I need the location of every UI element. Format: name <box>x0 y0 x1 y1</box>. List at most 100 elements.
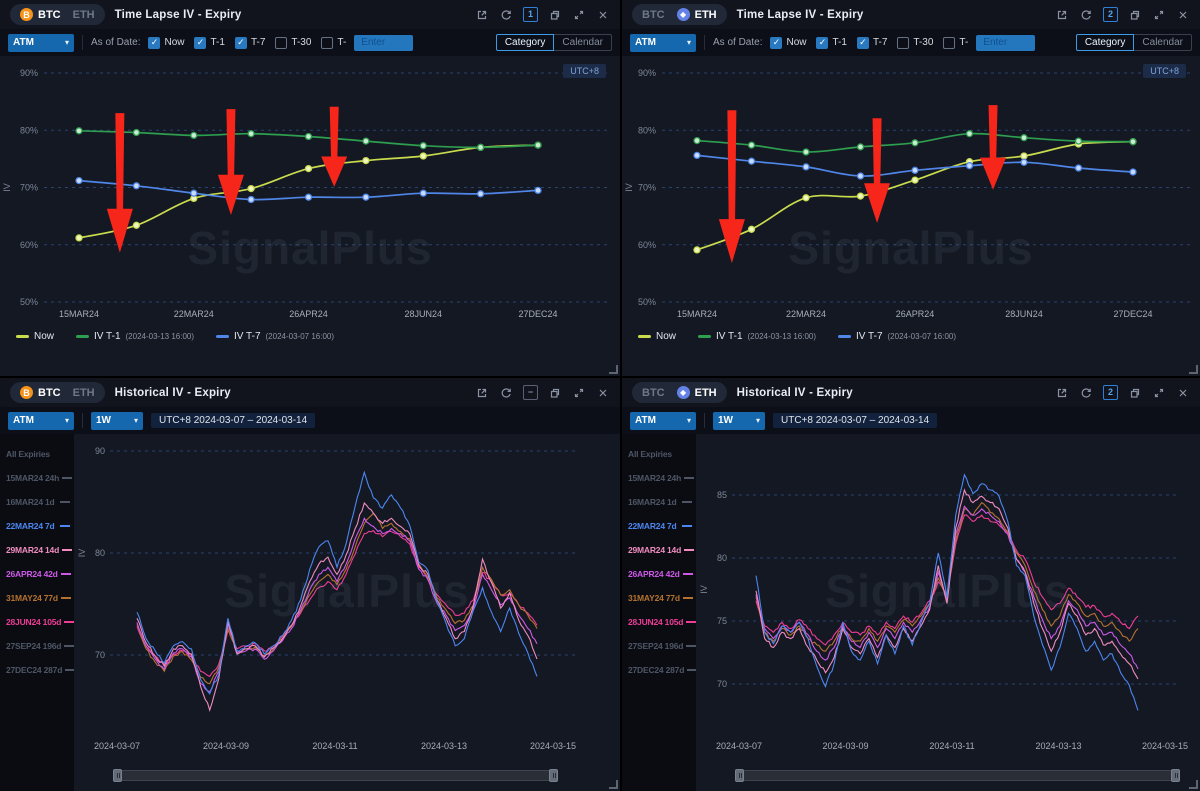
period-dropdown[interactable]: 1W ▾ <box>713 411 765 430</box>
legend-item[interactable]: IV T-1 (2024-03-13 16:00) <box>76 331 194 342</box>
strike-dropdown[interactable]: ATM ▾ <box>630 33 696 52</box>
slider-handle-right[interactable] <box>549 769 558 782</box>
historical-chart-svg[interactable]: 90 80 70 2024-03-07 2024-03-09 2024-03-11 2024… <box>74 434 620 764</box>
ungroup-icon[interactable]: − <box>523 385 538 400</box>
close-icon[interactable] <box>1176 386 1190 400</box>
coin-tab-eth[interactable]: ◆ ETH <box>676 8 717 21</box>
custom-tenor-input[interactable]: Enter <box>354 34 414 51</box>
slider-handle-left[interactable] <box>735 769 744 782</box>
date-range: UTC+8 2024-03-07 – 2024-03-14 <box>151 413 316 428</box>
expiry-item[interactable]: 15MAR24 24h <box>0 466 74 490</box>
coin-tab-btc[interactable]: BTC <box>642 9 665 21</box>
strike-dropdown[interactable]: ATM ▾ <box>8 33 74 52</box>
expand-icon[interactable] <box>1152 386 1166 400</box>
time-range-slider[interactable] <box>113 769 558 782</box>
period-dropdown[interactable]: 1W ▾ <box>91 411 143 430</box>
refresh-icon[interactable] <box>499 8 513 22</box>
asof-checkbox-t-1[interactable]: ✓ T-1 <box>816 36 847 49</box>
custom-tenor-input[interactable]: Enter <box>976 34 1036 51</box>
legend-item[interactable]: IV T-7 (2024-03-07 16:00) <box>216 331 334 342</box>
coin-tab-eth[interactable]: ETH <box>73 387 95 399</box>
asof-checkbox-t-30[interactable]: T-30 <box>275 36 311 49</box>
window-count-badge[interactable]: 2 <box>1103 7 1118 22</box>
expiry-item[interactable]: 31MAY24 77d <box>0 586 74 610</box>
coin-toggle[interactable]: B BTC ETH <box>10 382 105 403</box>
expiry-item[interactable]: 27SEP24 196d <box>622 634 697 658</box>
external-link-icon[interactable] <box>1055 386 1069 400</box>
external-link-icon[interactable] <box>1055 8 1069 22</box>
legend-item[interactable]: IV T-7 (2024-03-07 16:00) <box>838 331 956 342</box>
resize-handle[interactable] <box>1189 365 1198 374</box>
duplicate-icon[interactable] <box>1128 386 1142 400</box>
coin-toggle[interactable]: B BTC ETH <box>10 4 105 25</box>
expand-icon[interactable] <box>1152 8 1166 22</box>
refresh-icon[interactable] <box>1079 8 1093 22</box>
legend-item[interactable]: Now <box>638 331 676 342</box>
coin-tab-btc[interactable]: B BTC <box>20 8 61 21</box>
slider-handle-right[interactable] <box>1171 769 1180 782</box>
legend-item[interactable]: Now <box>16 331 54 342</box>
external-link-icon[interactable] <box>475 8 489 22</box>
expiry-item[interactable]: 27DEC24 287d <box>622 658 698 682</box>
slider-handle-left[interactable] <box>113 769 122 782</box>
asof-checkbox-now[interactable]: ✓ Now <box>148 36 184 49</box>
asof-checkbox-t[interactable]: T- <box>321 36 346 49</box>
expiry-item[interactable]: 31MAY24 77d <box>622 586 696 610</box>
expiry-item[interactable]: 29MAR24 14d <box>622 538 696 562</box>
legend-dash <box>838 335 852 338</box>
refresh-icon[interactable] <box>1079 386 1093 400</box>
window-count-badge[interactable]: 2 <box>1103 385 1118 400</box>
coin-tab-eth[interactable]: ◆ ETH <box>676 386 717 399</box>
external-link-icon[interactable] <box>475 386 489 400</box>
close-icon[interactable] <box>596 386 610 400</box>
view-tab-category[interactable]: Category <box>495 34 555 51</box>
close-icon[interactable] <box>596 8 610 22</box>
expiry-item[interactable]: 26APR24 42d <box>622 562 696 586</box>
coin-toggle[interactable]: BTC ◆ ETH <box>632 4 727 25</box>
view-tab-category[interactable]: Category <box>1075 34 1135 51</box>
asof-checkbox-t-7[interactable]: ✓ T-7 <box>234 36 265 49</box>
time-range-slider[interactable] <box>735 769 1180 782</box>
expiry-item[interactable]: 28JUN24 105d <box>0 610 75 634</box>
resize-handle[interactable] <box>1189 780 1198 789</box>
resize-handle[interactable] <box>609 780 618 789</box>
resize-handle[interactable] <box>609 365 618 374</box>
timelapse-chart-svg[interactable]: 90% 80% 70% 60% 50% 15MAR24 22MAR24 26APR24 28JU… <box>0 56 620 326</box>
view-tab-calendar[interactable]: Calendar <box>1134 34 1192 51</box>
expand-icon[interactable] <box>572 386 586 400</box>
strike-dropdown[interactable]: ATM ▾ <box>630 411 696 430</box>
asof-checkbox-now[interactable]: ✓ Now <box>770 36 806 49</box>
expiry-item[interactable]: All Expiries <box>622 442 696 466</box>
coin-tab-btc[interactable]: B BTC <box>20 386 61 399</box>
expiry-item[interactable]: 22MAR24 7d <box>0 514 74 538</box>
asof-checkbox-t-1[interactable]: ✓ T-1 <box>194 36 225 49</box>
view-tab-calendar[interactable]: Calendar <box>554 34 612 51</box>
expiry-item[interactable]: 29MAR24 14d <box>0 538 74 562</box>
refresh-icon[interactable] <box>499 386 513 400</box>
asof-checkbox-t-30[interactable]: T-30 <box>897 36 933 49</box>
expiry-item[interactable]: 22MAR24 7d <box>622 514 696 538</box>
expiry-item[interactable]: 28JUN24 105d <box>622 610 697 634</box>
expiry-item[interactable]: 16MAR24 1d <box>0 490 74 514</box>
expiry-item[interactable]: All Expiries <box>0 442 74 466</box>
asof-checkbox-t[interactable]: T- <box>943 36 968 49</box>
coin-tab-btc[interactable]: BTC <box>642 387 665 399</box>
expiry-item[interactable]: 26APR24 42d <box>0 562 74 586</box>
expiry-item[interactable]: 15MAR24 24h <box>622 466 696 490</box>
duplicate-icon[interactable] <box>548 386 562 400</box>
coin-tab-eth[interactable]: ETH <box>73 9 95 21</box>
strike-dropdown[interactable]: ATM ▾ <box>8 411 74 430</box>
coin-toggle[interactable]: BTC ◆ ETH <box>632 382 727 403</box>
asof-checkbox-t-7[interactable]: ✓ T-7 <box>856 36 887 49</box>
expiry-item[interactable]: 27SEP24 196d <box>0 634 75 658</box>
duplicate-icon[interactable] <box>548 8 562 22</box>
close-icon[interactable] <box>1176 8 1190 22</box>
expand-icon[interactable] <box>572 8 586 22</box>
historical-chart-svg[interactable]: 85 80 75 70 2024-03-07 2024-03-09 2024-03-11 20… <box>696 434 1200 764</box>
legend-item[interactable]: IV T-1 (2024-03-13 16:00) <box>698 331 816 342</box>
expiry-item[interactable]: 27DEC24 287d <box>0 658 76 682</box>
expiry-item[interactable]: 16MAR24 1d <box>622 490 696 514</box>
duplicate-icon[interactable] <box>1128 8 1142 22</box>
timelapse-chart-svg[interactable]: 90% 80% 70% 60% 50% 15MAR24 22MAR24 26APR24 28JU… <box>622 56 1200 326</box>
window-count-badge[interactable]: 1 <box>523 7 538 22</box>
